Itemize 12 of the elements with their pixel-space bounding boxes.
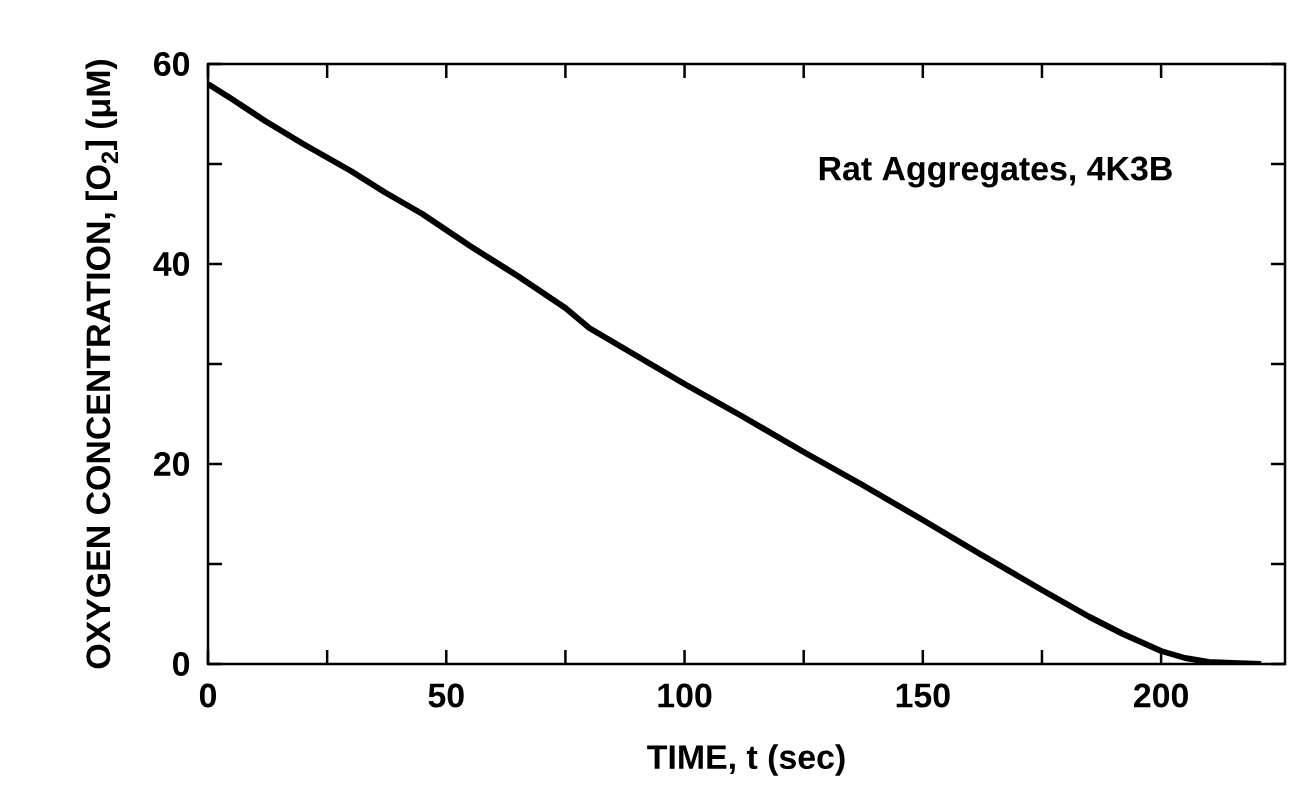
x-axis-title: TIME, t (sec): [647, 744, 845, 776]
y-tick-label: 20: [154, 452, 190, 476]
x-tick-label: 0: [199, 683, 217, 708]
y-tick-label: 60: [154, 52, 190, 76]
x-tick-label: 100: [658, 683, 712, 708]
y-axis-title: OXYGEN CONCENTRATION, [O$_{2}$] (μM): [85, 59, 119, 669]
annotation: Rat Aggregates, 4K3B: [819, 156, 1172, 188]
x-tick-label: 50: [428, 683, 464, 708]
x-tick-label: 150: [896, 683, 950, 708]
x-tick-label: 200: [1134, 683, 1188, 708]
y-tick-label: 40: [153, 252, 190, 276]
y-tick-label: 0: [173, 652, 190, 676]
